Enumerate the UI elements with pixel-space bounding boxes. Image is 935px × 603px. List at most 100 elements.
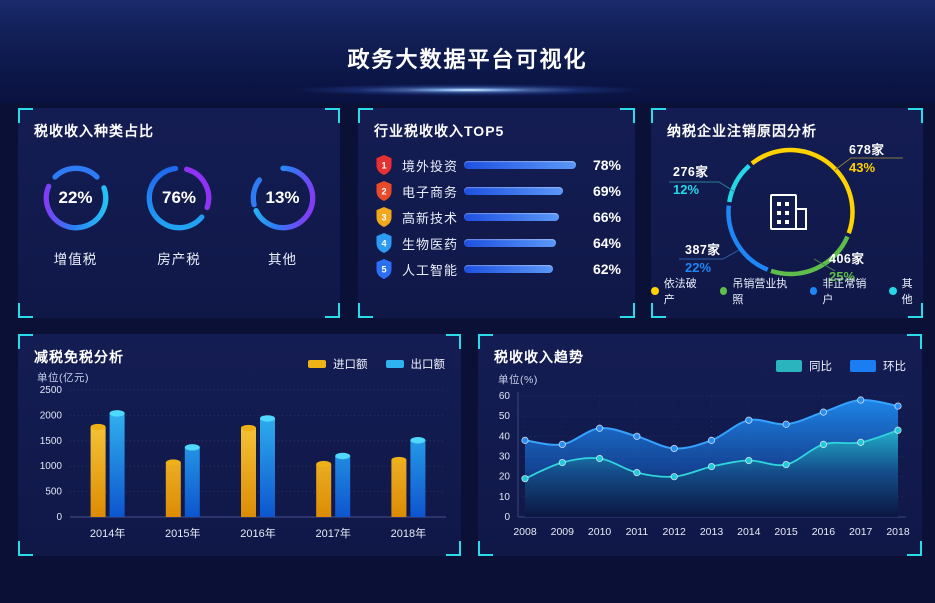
bar-track <box>464 187 579 195</box>
bar-track <box>464 265 579 273</box>
table-row: 5 人工智能 62% <box>374 256 621 282</box>
legend-dot-icon <box>719 287 728 295</box>
legend-item[interactable]: 出口额 <box>385 356 445 372</box>
table-row: 4 生物医药 64% <box>374 230 621 256</box>
bar-chart-legend: 进口额 出口额 <box>308 356 445 372</box>
svg-text:20: 20 <box>499 472 511 483</box>
bar-fill <box>464 161 577 169</box>
trend-chart-legend: 同比 环比 <box>776 358 906 374</box>
legend-item[interactable]: 非正常销户 <box>809 275 876 307</box>
panel-title: 纳税企业注销原因分析 <box>667 123 817 139</box>
ring-percent: 76% <box>161 188 197 207</box>
unit-label: 单位(%) <box>498 374 538 386</box>
svg-text:4: 4 <box>381 238 387 248</box>
legend-swatch-icon <box>776 360 802 372</box>
svg-text:5: 5 <box>381 264 386 274</box>
svg-text:2009: 2009 <box>551 526 575 538</box>
ring-label: 其他 <box>268 252 297 267</box>
svg-text:2500: 2500 <box>40 385 63 396</box>
svg-text:2017年: 2017年 <box>315 526 350 540</box>
svg-text:2008: 2008 <box>513 526 537 538</box>
panel-industry-top5: 行业税收收入TOP5 1 境外投资 78% 2 电子商务 69% 3 高新技术 … <box>358 108 635 318</box>
building-icon <box>770 194 807 230</box>
table-row: 1 境外投资 78% <box>374 152 621 178</box>
svg-text:2017: 2017 <box>849 526 873 538</box>
legend-item[interactable]: 同比 <box>776 358 832 374</box>
table-row: 2 电子商务 69% <box>374 178 621 204</box>
svg-text:0: 0 <box>56 512 62 523</box>
legend-swatch-icon <box>850 360 876 372</box>
page-title: 政务大数据平台可视化 <box>347 47 588 72</box>
svg-text:2016: 2016 <box>812 526 836 538</box>
ring-label: 增值税 <box>53 252 98 267</box>
svg-text:2018年: 2018年 <box>391 526 426 540</box>
svg-text:500: 500 <box>45 487 62 498</box>
svg-text:3: 3 <box>381 212 386 222</box>
header: 政务大数据平台可视化 <box>0 0 935 103</box>
panel-title: 减税免税分析 <box>34 349 124 365</box>
legend-dot-icon <box>809 287 818 295</box>
legend-dot-icon <box>651 287 659 295</box>
donut-legend: 依法破产 吊销营业执照 非正常销户 其他 <box>651 275 923 307</box>
bar-fill <box>464 239 556 247</box>
legend-item[interactable]: 其他 <box>888 275 923 307</box>
panel-tax-reduction: 减税免税分析 进口额 出口额 单位(亿元) 0 500 1000 1500 2000 25… <box>18 334 461 556</box>
bar-track <box>464 239 579 247</box>
legend-item[interactable]: 环比 <box>850 358 906 374</box>
bar-track <box>464 161 579 169</box>
svg-text:2: 2 <box>381 186 386 196</box>
legend-item[interactable]: 依法破产 <box>651 275 707 307</box>
header-flare-decoration <box>232 82 703 98</box>
import-export-bar-chart: 0 500 1000 1500 2000 2500 2014年 2015年 2016年 2017年… <box>40 385 446 540</box>
rank-badge-icon: 4 <box>374 232 394 254</box>
svg-text:2014: 2014 <box>737 526 761 538</box>
donut-leader-lines <box>669 157 903 272</box>
panel-cancellation-reasons: 纳税企业注销原因分析 678家 43% <box>651 108 923 318</box>
svg-text:60: 60 <box>499 391 511 402</box>
percent-value: 62% <box>592 261 621 277</box>
rank-badge-icon: 5 <box>374 258 394 280</box>
legend-item[interactable]: 进口额 <box>308 356 368 372</box>
legend-item[interactable]: 吊销营业执照 <box>719 275 797 307</box>
svg-text:10: 10 <box>499 492 511 503</box>
donut-callout-bankruptcy: 678家 43% <box>849 143 885 175</box>
svg-text:2018: 2018 <box>886 526 910 538</box>
donut-callout-revoked: 406家 25% <box>829 252 865 284</box>
svg-text:40: 40 <box>499 431 511 442</box>
svg-text:1: 1 <box>381 160 386 170</box>
svg-text:2000: 2000 <box>40 410 63 421</box>
svg-text:2016年: 2016年 <box>240 526 275 540</box>
panel-tax-type-share: 税收收入种类占比 22% 增值税 76% 房产税 13% 其他 <box>18 108 340 318</box>
percent-ring-group: 22% 增值税 76% 房产税 13% 其他 <box>18 163 340 268</box>
bar-track <box>464 213 579 221</box>
bar-fill <box>464 265 554 273</box>
ring-arc <box>248 163 318 233</box>
legend-swatch-icon <box>385 360 404 368</box>
industry-label: 生物医药 <box>402 236 459 252</box>
legend-dot-icon <box>888 287 897 295</box>
ring-arc <box>41 163 111 233</box>
svg-text:2012: 2012 <box>663 526 687 538</box>
rank-badge-icon: 2 <box>374 180 394 202</box>
donut-callout-abnormal: 387家 22% <box>685 243 721 275</box>
percent-value: 66% <box>592 209 621 225</box>
ring-chart-vat: 22% 增值税 <box>30 163 122 268</box>
ring-chart-other: 13% 其他 <box>237 163 329 268</box>
svg-text:50: 50 <box>499 411 511 422</box>
panel-revenue-trend: 税收收入趋势 同比 环比 单位(%) 0 10 20 30 40 50 60 2008 2009… <box>478 334 922 556</box>
donut-chart <box>669 147 903 277</box>
bar-fill <box>464 213 559 221</box>
rank-badge-icon: 1 <box>374 154 394 176</box>
table-row: 3 高新技术 66% <box>374 204 621 230</box>
ring-percent: 22% <box>58 188 93 207</box>
svg-text:2013: 2013 <box>700 526 724 538</box>
ring-arc <box>144 163 214 233</box>
svg-text:30: 30 <box>499 452 511 463</box>
industry-label: 境外投资 <box>402 158 459 174</box>
rank-badge-icon: 3 <box>374 206 394 228</box>
industry-label: 高新技术 <box>402 210 459 226</box>
svg-text:2011: 2011 <box>626 526 649 538</box>
svg-text:1500: 1500 <box>40 436 63 447</box>
svg-text:2015: 2015 <box>774 526 798 538</box>
